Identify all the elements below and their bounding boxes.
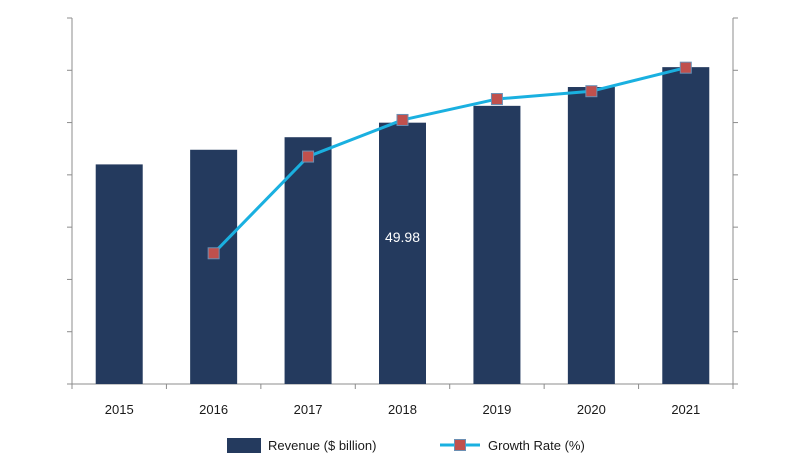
bar-2016	[190, 149, 238, 384]
growth-marker-2018	[396, 113, 409, 126]
bar-2015	[95, 164, 143, 384]
axis-ticks	[67, 17, 738, 389]
bar-2018	[379, 122, 426, 385]
x-tick-label-2021: 2021	[671, 402, 700, 417]
bar-2021	[662, 67, 710, 385]
x-tick-labels: 2015 2016 2017 2018 2019 2020 2021	[105, 402, 700, 417]
bar-2019	[473, 105, 521, 384]
growth-marker-2020	[585, 85, 598, 98]
bar-2017	[284, 137, 332, 384]
line-series	[207, 61, 692, 260]
x-tick-label-2016: 2016	[199, 402, 228, 417]
data-labels: 49.98	[385, 229, 420, 245]
legend: Revenue ($ billion) Growth Rate (%)	[227, 438, 585, 453]
legend-swatch-revenue	[227, 438, 261, 453]
growth-marker-2021	[679, 61, 692, 74]
growth-marker-2019	[490, 93, 503, 106]
legend-label-revenue: Revenue ($ billion)	[268, 438, 376, 453]
bar-2020	[567, 87, 615, 384]
growth-marker-2016	[207, 247, 220, 260]
x-tick-label-2017: 2017	[294, 402, 323, 417]
growth-rate-line	[212, 66, 687, 255]
x-tick-label-2019: 2019	[482, 402, 511, 417]
x-tick-label-2020: 2020	[577, 402, 606, 417]
x-tick-label-2015: 2015	[105, 402, 134, 417]
bar-series	[95, 67, 710, 385]
x-tick-label-2018: 2018	[388, 402, 417, 417]
legend-label-growth: Growth Rate (%)	[488, 438, 585, 453]
data-label-2018: 49.98	[385, 229, 420, 245]
growth-marker-2017	[302, 150, 315, 163]
legend-swatch-growth-marker	[454, 439, 466, 451]
